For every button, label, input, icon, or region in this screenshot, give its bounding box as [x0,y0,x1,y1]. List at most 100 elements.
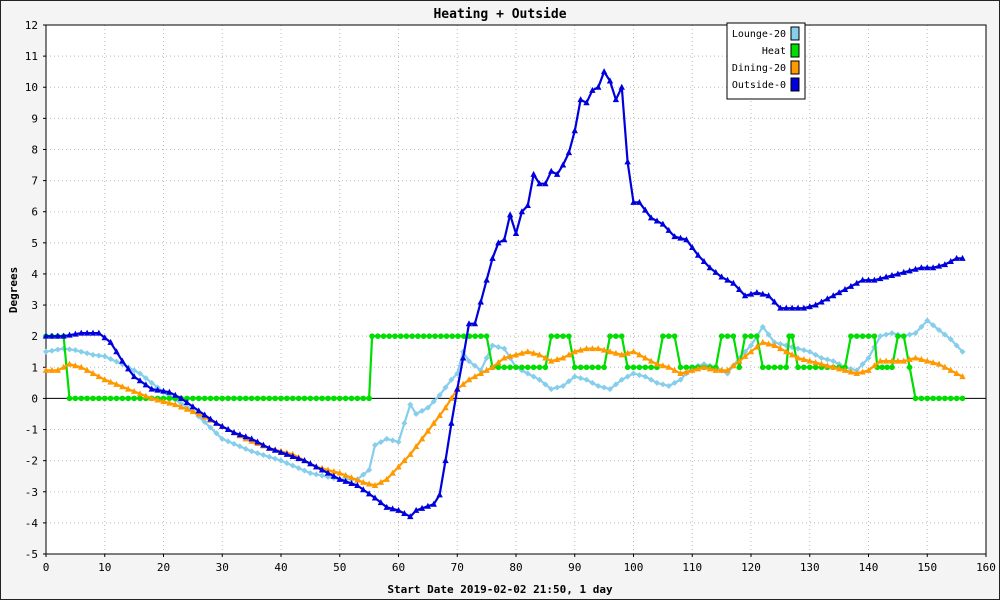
data-point-lounge-20 [471,362,478,369]
data-point-heat [583,364,590,371]
data-point-heat [366,395,372,402]
data-point-heat [369,333,375,339]
data-point-lounge-20 [43,348,49,355]
data-point-heat [374,333,381,339]
data-point-lounge-20 [113,358,120,365]
data-point-heat [589,364,596,371]
data-point-outside-0 [489,254,496,261]
data-point-dining-20 [548,357,555,364]
data-point-lounge-20 [777,340,784,347]
data-point-lounge-20 [560,382,566,389]
data-point-lounge-20 [260,452,267,459]
data-point-lounge-20 [742,348,749,355]
data-point-outside-0 [542,180,549,187]
data-point-dining-20 [677,370,684,377]
data-point-heat [530,364,537,371]
chart-title: Heating + Outside [433,7,566,22]
data-point-heat [947,395,954,402]
data-point-lounge-20 [654,379,660,386]
data-point-heat [107,395,114,402]
data-point-heat [420,333,427,339]
data-point-heat [125,395,132,402]
data-point-outside-0 [659,220,667,227]
data-point-heat [483,333,490,339]
data-point-lounge-20 [824,356,831,363]
data-point-lounge-20 [448,376,455,383]
data-point-dining-20 [783,348,790,355]
data-point-dining-20 [177,403,185,410]
data-point-lounge-20 [289,462,296,469]
data-point-dining-20 [583,345,590,352]
data-point-dining-20 [630,348,637,355]
data-point-lounge-20 [401,420,408,427]
data-point-heat [260,395,267,402]
data-point-outside-0 [559,161,567,168]
data-point-lounge-20 [307,470,314,477]
data-point-heat [577,364,584,371]
data-point-outside-0 [788,304,796,311]
data-point-lounge-20 [618,376,625,383]
data-point-heat [889,364,895,371]
data-point-lounge-20 [319,472,326,479]
data-point-heat [392,333,398,339]
data-point-outside-0 [700,257,708,264]
data-point-lounge-20 [677,376,684,383]
data-point-dining-20 [336,469,343,476]
data-point-dining-20 [154,396,161,403]
data-point-dining-20 [66,360,73,367]
data-point-dining-20 [659,362,667,369]
data-point-heat [865,333,872,339]
data-point-heat [736,364,743,371]
data-point-lounge-20 [225,438,232,445]
x-tick-label: 40 [274,561,287,574]
data-point-outside-0 [759,290,766,297]
data-point-lounge-20 [272,455,279,462]
data-point-lounge-20 [936,326,942,333]
data-point-lounge-20 [601,384,608,391]
data-point-heat [207,395,214,402]
data-point-dining-20 [136,390,144,397]
data-point-outside-0 [736,286,743,292]
y-tick-label: -3 [25,486,38,499]
data-point-heat [636,364,643,371]
data-point-dining-20 [348,474,355,481]
data-point-heat [331,395,337,402]
data-point-outside-0 [642,206,649,213]
data-point-heat [380,333,387,339]
data-point-lounge-20 [313,471,320,478]
data-point-dining-20 [542,354,549,361]
data-point-outside-0 [465,320,473,327]
data-point-outside-0 [495,239,502,246]
data-point-dining-20 [865,366,872,373]
data-point-dining-20 [424,427,432,434]
data-point-outside-0 [471,320,479,327]
data-point-heat [231,395,237,402]
data-point-outside-0 [630,198,637,205]
data-point-dining-20 [148,394,155,401]
data-point-outside-0 [271,446,279,453]
y-tick-label: 11 [25,50,38,63]
data-point-dining-20 [771,342,778,349]
data-point-outside-0 [653,217,661,224]
data-point-outside-0 [166,388,173,395]
y-tick-label: 1 [31,361,38,374]
data-point-outside-0 [260,441,267,448]
data-point-outside-0 [683,236,690,243]
x-tick-label: 60 [392,561,405,574]
data-point-heat [307,395,314,402]
data-point-outside-0 [395,506,402,513]
data-point-heat [137,395,143,402]
data-point-heat [618,333,625,339]
data-point-heat [789,333,795,339]
data-point-dining-20 [377,478,385,485]
data-point-heat [495,364,502,371]
data-point-dining-20 [736,357,743,364]
data-point-dining-20 [671,366,678,373]
data-point-outside-0 [60,332,67,339]
data-point-outside-0 [606,77,614,84]
data-point-dining-20 [95,373,103,380]
data-point-lounge-20 [524,370,531,377]
data-point-heat [184,395,190,402]
data-point-dining-20 [395,463,402,470]
data-point-heat [72,395,79,402]
